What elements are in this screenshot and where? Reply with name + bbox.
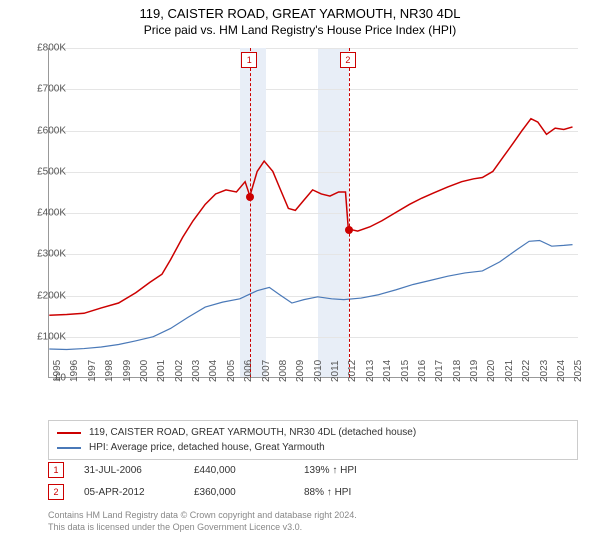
- x-axis-label: 2011: [330, 360, 341, 382]
- x-axis-label: 2017: [434, 360, 445, 382]
- x-axis-label: 2002: [174, 360, 185, 382]
- x-axis-label: 2007: [261, 360, 272, 382]
- y-axis-label: £500K: [22, 166, 66, 177]
- x-axis-label: 2019: [469, 360, 480, 382]
- y-axis-label: £800K: [22, 43, 66, 54]
- x-axis-label: 2013: [365, 360, 376, 382]
- legend: 119, CAISTER ROAD, GREAT YARMOUTH, NR30 …: [48, 420, 578, 460]
- x-axis-label: 2003: [191, 360, 202, 382]
- x-axis-label: 2014: [382, 360, 393, 382]
- event-date: 31-JUL-2006: [84, 465, 174, 476]
- event-vline: [250, 48, 251, 377]
- event-marker-box: 2: [48, 484, 64, 500]
- series-line: [49, 241, 572, 350]
- events-table: 1 31-JUL-2006 £440,000 139% ↑ HPI 2 05-A…: [48, 462, 578, 506]
- event-dot: [345, 226, 353, 234]
- x-axis-label: 2024: [556, 360, 567, 382]
- x-axis-label: 2016: [417, 360, 428, 382]
- event-price: £440,000: [194, 465, 284, 476]
- event-marker-box: 1: [48, 462, 64, 478]
- footer: Contains HM Land Registry data © Crown c…: [48, 510, 578, 533]
- y-axis-label: £400K: [22, 208, 66, 219]
- footer-line: Contains HM Land Registry data © Crown c…: [48, 510, 578, 522]
- footer-line: This data is licensed under the Open Gov…: [48, 522, 578, 534]
- y-axis-label: £100K: [22, 331, 66, 342]
- y-axis-label: £600K: [22, 125, 66, 136]
- title-subtitle: Price paid vs. HM Land Registry's House …: [0, 23, 600, 37]
- legend-label: 119, CAISTER ROAD, GREAT YARMOUTH, NR30 …: [89, 425, 416, 440]
- event-pct: 88% ↑ HPI: [304, 487, 351, 498]
- event-price: £360,000: [194, 487, 284, 498]
- legend-row: HPI: Average price, detached house, Grea…: [57, 440, 569, 455]
- x-axis-label: 2009: [295, 360, 306, 382]
- x-axis-label: 2021: [504, 360, 515, 382]
- title-block: 119, CAISTER ROAD, GREAT YARMOUTH, NR30 …: [0, 0, 600, 37]
- legend-label: HPI: Average price, detached house, Grea…: [89, 440, 325, 455]
- legend-row: 119, CAISTER ROAD, GREAT YARMOUTH, NR30 …: [57, 425, 569, 440]
- x-axis-label: 2008: [278, 360, 289, 382]
- x-axis-label: 2000: [139, 360, 150, 382]
- x-axis-label: 2001: [156, 360, 167, 382]
- event-row: 2 05-APR-2012 £360,000 88% ↑ HPI: [48, 484, 578, 500]
- x-axis-label: 1999: [122, 360, 133, 382]
- x-axis-label: 2015: [400, 360, 411, 382]
- chart-area: [48, 48, 578, 378]
- x-axis-label: 2020: [486, 360, 497, 382]
- x-axis-label: 2022: [521, 360, 532, 382]
- y-axis-label: £300K: [22, 249, 66, 260]
- x-axis-label: 2018: [452, 360, 463, 382]
- x-axis-label: 2025: [573, 360, 584, 382]
- event-row: 1 31-JUL-2006 £440,000 139% ↑ HPI: [48, 462, 578, 478]
- event-marker-box: 1: [241, 52, 257, 68]
- x-axis-label: 2005: [226, 360, 237, 382]
- series-line: [49, 119, 572, 316]
- event-vline: [349, 48, 350, 377]
- chart-container: 119, CAISTER ROAD, GREAT YARMOUTH, NR30 …: [0, 0, 600, 560]
- event-marker-box: 2: [340, 52, 356, 68]
- legend-swatch: [57, 447, 81, 449]
- x-axis-label: 1997: [87, 360, 98, 382]
- event-date: 05-APR-2012: [84, 487, 174, 498]
- x-axis-label: 2004: [208, 360, 219, 382]
- x-axis-label: 1995: [52, 360, 63, 382]
- event-dot: [246, 193, 254, 201]
- x-axis-label: 1998: [104, 360, 115, 382]
- y-axis-label: £200K: [22, 290, 66, 301]
- x-axis-label: 2012: [347, 360, 358, 382]
- legend-swatch: [57, 432, 81, 434]
- y-axis-label: £700K: [22, 84, 66, 95]
- x-axis-label: 2006: [243, 360, 254, 382]
- x-axis-label: 2023: [539, 360, 550, 382]
- x-axis-label: 2010: [313, 360, 324, 382]
- chart-svg: [49, 48, 578, 377]
- x-axis-label: 1996: [69, 360, 80, 382]
- title-address: 119, CAISTER ROAD, GREAT YARMOUTH, NR30 …: [0, 6, 600, 21]
- event-pct: 139% ↑ HPI: [304, 465, 357, 476]
